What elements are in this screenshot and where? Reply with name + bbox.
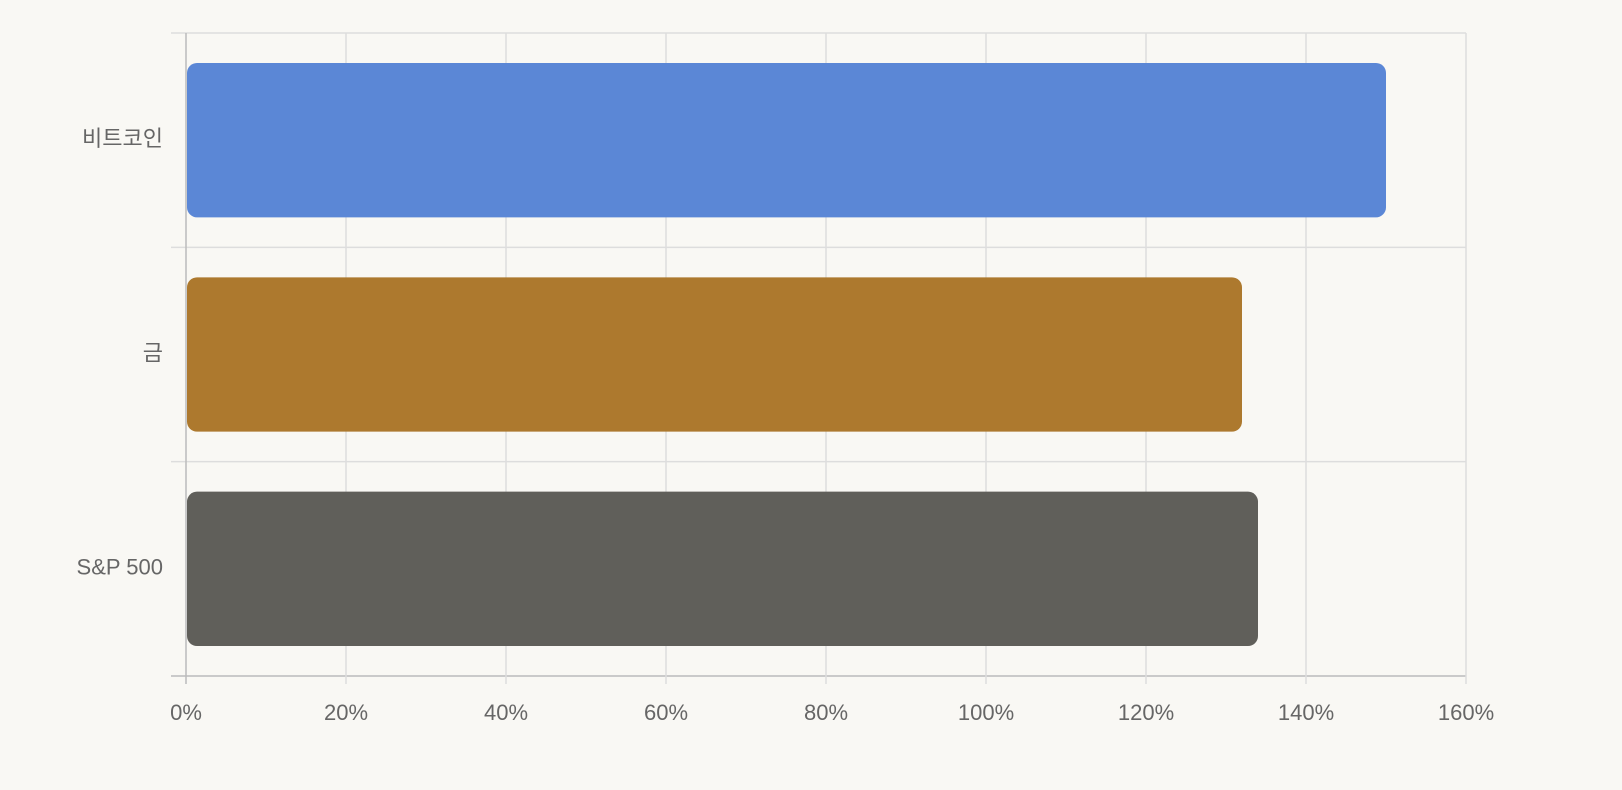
y-tick-label: 비트코인 xyxy=(82,126,163,151)
x-tick-label: 120% xyxy=(1118,700,1174,725)
bar xyxy=(187,491,1258,646)
x-tick-label: 0% xyxy=(170,700,202,725)
x-tick-label: 20% xyxy=(324,700,368,725)
x-tick-label: 80% xyxy=(804,700,848,725)
x-tick-label: 40% xyxy=(484,700,528,725)
x-tick-label: 60% xyxy=(644,700,688,725)
x-tick-label: 140% xyxy=(1278,700,1334,725)
x-tick-label: 100% xyxy=(958,700,1014,725)
y-tick-label: 금 xyxy=(143,340,163,365)
x-tick-label: 160% xyxy=(1438,700,1494,725)
bar xyxy=(187,277,1242,432)
y-tick-label: S&P 500 xyxy=(77,555,163,580)
bar xyxy=(187,63,1386,218)
